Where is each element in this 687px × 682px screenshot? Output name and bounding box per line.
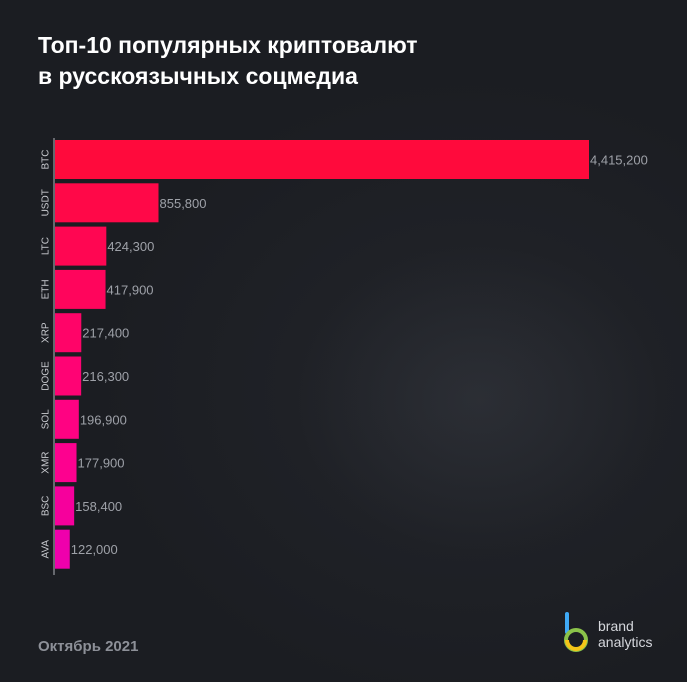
bar-bsc: [55, 486, 75, 526]
logo-stem: [565, 612, 569, 634]
chart-title-line-1: Топ-10 популярных криптовалют: [38, 32, 418, 58]
category-label-bsc: BSC: [41, 496, 52, 517]
bar-chart: BTC 4,415,200 USDT 855,800 LTC 424,300 ETH 417,…: [41, 138, 648, 575]
category-label-sol: SOL: [41, 409, 52, 429]
brand-logo-text: brand analytics: [598, 618, 652, 650]
value-label-ltc: 424,300: [107, 239, 154, 254]
bar-btc: [55, 140, 589, 179]
brand-logo-icon: [564, 612, 588, 652]
bar-doge: [55, 356, 82, 396]
bar-usdt: [55, 183, 159, 223]
logo-arc: [565, 639, 587, 651]
bar-ltc: [55, 226, 107, 266]
date-caption: Октябрь 2021: [38, 638, 139, 655]
bar-xrp: [55, 313, 82, 353]
bar-sol: [55, 399, 79, 439]
value-label-btc: 4,415,200: [590, 153, 648, 168]
category-label-eth: ETH: [41, 279, 52, 299]
category-label-ava: AVA: [41, 540, 52, 559]
brand-analytics-logo: brand analytics: [556, 610, 676, 660]
chart-title-line-2: в русскоязычных соцмедиа: [38, 63, 358, 89]
value-label-sol: 196,900: [80, 412, 127, 427]
category-label-usdt: USDT: [41, 189, 52, 216]
category-label-btc: BTC: [41, 150, 52, 170]
bar-xmr: [55, 443, 77, 483]
value-label-bsc: 158,400: [75, 499, 122, 514]
value-label-xmr: 177,900: [78, 456, 125, 471]
bar-ava: [55, 529, 70, 569]
category-label-xmr: XMR: [41, 451, 52, 473]
category-label-doge: DOGE: [41, 361, 52, 391]
bar-eth: [55, 269, 106, 309]
value-label-xrp: 217,400: [82, 326, 129, 341]
category-label-xrp: XRP: [41, 322, 52, 343]
brand-logo-line-1: brand: [598, 618, 634, 634]
value-label-usdt: 855,800: [160, 196, 207, 211]
value-label-ava: 122,000: [71, 542, 118, 557]
category-label-ltc: LTC: [41, 237, 52, 255]
brand-logo-line-2: analytics: [598, 634, 653, 650]
chart-title: Топ-10 популярных криптовалют в русскояз…: [38, 30, 417, 92]
value-label-eth: 417,900: [107, 282, 154, 297]
value-label-doge: 216,300: [82, 369, 129, 384]
